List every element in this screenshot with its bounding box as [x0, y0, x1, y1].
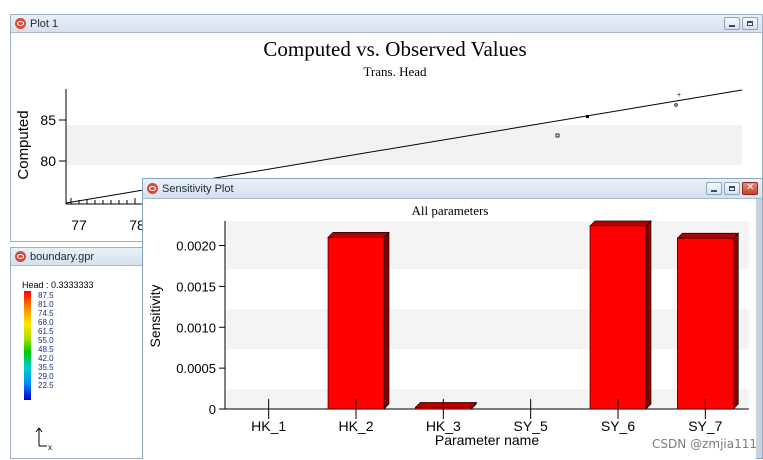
chart-subtitle: Trans. Head: [363, 64, 427, 79]
plot-band: [225, 309, 749, 349]
head-level: 48.5: [38, 345, 54, 354]
head-level: 61.5: [38, 327, 54, 336]
chart-title: Computed vs. Observed Values: [263, 37, 526, 61]
close-button[interactable]: [742, 182, 758, 195]
bar-sy_6: [589, 220, 652, 410]
bar-top: [327, 232, 390, 238]
plot1-titlebar[interactable]: Plot 1: [11, 15, 762, 33]
bar-hk_2: [327, 231, 390, 410]
y-tick-label: 0.0015: [176, 279, 216, 294]
bar-side: [645, 220, 652, 410]
x-axis-label: Parameter name: [435, 432, 539, 448]
head-level: 87.5: [38, 291, 54, 300]
head-level: 81.0: [38, 300, 54, 309]
app-logo-icon: [15, 251, 26, 262]
app-logo-icon: [147, 183, 158, 194]
data-point: [674, 103, 678, 107]
plot-band: [66, 125, 742, 165]
bar-front: [589, 225, 647, 410]
app-logo-icon: [15, 18, 26, 29]
bar-top: [589, 220, 652, 227]
boundary-window: boundary.gpr Head : 0.3333333 87.5 81.0 …: [10, 247, 145, 459]
bar-top: [676, 232, 740, 239]
data-point: [586, 115, 589, 118]
head-level: 22.5: [38, 381, 54, 390]
maximize-button[interactable]: [724, 182, 740, 195]
x-tick-label: HK_1: [251, 418, 286, 434]
head-level: 42.0: [38, 354, 54, 363]
x-tick-78: 78: [129, 217, 145, 233]
bar-sy_7: [676, 232, 740, 410]
sensitivity-titlebar[interactable]: Sensitivity Plot: [143, 179, 762, 199]
bar-front: [677, 237, 734, 410]
plot-band: [225, 221, 749, 269]
y-tick-label: 0.0010: [176, 320, 216, 335]
maximize-button[interactable]: [742, 17, 758, 30]
head-level: 74.5: [38, 309, 54, 318]
x-tick-label: SY_7: [688, 418, 722, 434]
x-tick-77: 77: [71, 217, 87, 233]
y-tick-label: 0: [209, 402, 216, 417]
head-level: 35.5: [38, 363, 54, 372]
watermark: CSDN @zmjia111: [652, 437, 757, 451]
axis-x-label: x: [48, 443, 52, 452]
chart-title: All parameters: [412, 203, 489, 218]
window-frame-edge: [756, 199, 762, 458]
y-tick-label: 0.0005: [176, 361, 216, 376]
head-level: 55.0: [38, 336, 54, 345]
head-level: 68.0: [38, 318, 54, 327]
bar-side: [733, 232, 739, 410]
bar-top: [414, 402, 478, 408]
head-colorbar: [24, 291, 31, 400]
sensitivity-bar-chart: All parameters 0 0.0005 0.0010 0.0015 0.0020…: [143, 199, 756, 460]
sensitivity-window: Sensitivity Plot All parameters 0 0.0005 0…: [142, 178, 763, 460]
x-tick-label: SY_5: [514, 418, 548, 434]
y-tick-80: 80: [40, 153, 56, 169]
data-point: +: [677, 92, 681, 99]
boundary-window-title: boundary.gpr: [30, 250, 95, 263]
y-axis-label: Sensitivity: [147, 284, 163, 347]
minimize-button[interactable]: [706, 182, 722, 195]
x-tick-label: HK_3: [426, 418, 461, 434]
bar-hk_3: [414, 401, 478, 410]
plot1-window-title: Plot 1: [30, 17, 59, 30]
bar-side: [383, 231, 390, 410]
minimize-button[interactable]: [724, 17, 740, 30]
head-legend-title: Head : 0.3333333: [22, 280, 94, 290]
axis-triad-icon: x: [35, 427, 52, 452]
bar-front: [327, 237, 385, 410]
y-axis-label: Computed: [15, 110, 32, 179]
head-level: 29.0: [38, 372, 54, 381]
sensitivity-window-title: Sensitivity Plot: [162, 182, 234, 195]
x-tick-label: SY_6: [601, 418, 635, 434]
x-minor-ticks: [70, 198, 136, 204]
y-tick-label: 0.0020: [176, 239, 216, 254]
x-tick-label: HK_2: [338, 418, 373, 434]
data-point: [555, 133, 560, 138]
boundary-titlebar[interactable]: boundary.gpr: [11, 248, 144, 266]
plot-band: [225, 389, 749, 409]
y-tick-85: 85: [40, 112, 56, 128]
